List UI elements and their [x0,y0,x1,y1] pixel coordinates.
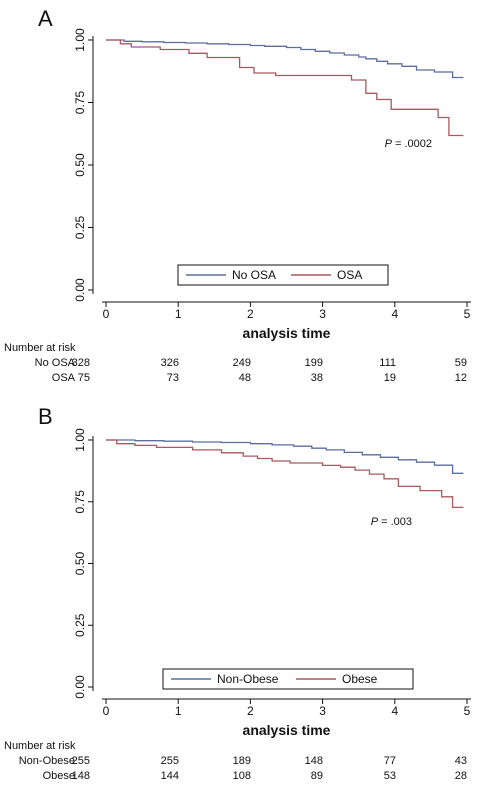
risk-count: 255 [161,755,179,767]
risk-count: 59 [455,357,467,369]
x-tick-label: 2 [247,307,254,321]
y-tick-label: 0.75 [73,490,87,514]
y-tick-label: 0.25 [73,215,87,239]
risk-table-title: Number at risk [4,342,76,354]
legend: No OSA OSA [177,264,389,286]
x-tick-label: 0 [103,704,110,718]
p-value-annotation: P = .003 [371,516,412,528]
risk-row-label: OSA [52,372,76,384]
risk-count: 148 [305,755,323,767]
risk-count: 77 [384,755,396,767]
risk-count: 111 [379,357,396,369]
x-axis-label: analysis time [243,722,331,738]
x-tick-label: 5 [464,704,471,718]
x-tick-label: 3 [319,307,326,321]
risk-count: 38 [311,372,323,384]
legend-box [177,264,389,286]
legend-label: Obese [342,672,378,686]
risk-count: 328 [72,357,90,369]
risk-count: 144 [161,770,179,782]
risk-count: 326 [161,357,179,369]
risk-count: 43 [455,755,467,767]
survival-curve-non-obese [106,439,464,474]
risk-count: 255 [72,755,90,767]
risk-count: 89 [311,770,323,782]
risk-count: 53 [384,770,396,782]
legend: Non-Obese Obese [162,668,414,690]
risk-count: 19 [384,372,396,384]
risk-row-label: Non-Obese [19,755,75,767]
p-value-annotation: P = .0002 [385,138,432,150]
risk-row-label: No OSA [35,357,76,369]
x-tick-label: 0 [103,307,110,321]
risk-count: 28 [455,770,467,782]
y-tick-label: 1.00 [73,428,87,452]
risk-count: 189 [233,755,251,767]
survival-curve-no-osa [106,39,464,79]
x-axis-label: analysis time [243,325,331,341]
x-tick-label: 4 [391,704,398,718]
risk-row-label: Obese [43,770,75,782]
risk-count: 199 [305,357,323,369]
risk-count: 75 [78,372,90,384]
legend-label: OSA [337,268,362,282]
x-tick-label: 1 [175,307,182,321]
risk-count: 73 [167,372,179,384]
y-tick-label: 0.25 [73,613,87,637]
legend-label: No OSA [232,268,276,282]
km-panel-b: B 0.00 0.25 0.50 0.75 1.00 0 1 2 3 4 5 analysis time… [4,404,471,782]
risk-count: 148 [72,770,90,782]
y-tick-label: 0.50 [73,551,87,575]
risk-count: 12 [455,372,467,384]
y-tick-label: 1.00 [73,28,87,52]
y-tick-label: 0.50 [73,153,87,177]
risk-count: 48 [239,372,251,384]
survival-curve-osa [106,39,464,137]
x-tick-label: 2 [247,704,254,718]
risk-table-title: Number at risk [4,740,76,752]
y-tick-label: 0.00 [73,675,87,699]
x-tick-label: 4 [391,307,398,321]
panel-letter: B [38,404,53,429]
risk-count: 249 [233,357,251,369]
legend-label: Non-Obese [217,672,279,686]
x-tick-label: 5 [464,307,471,321]
x-tick-label: 1 [175,704,182,718]
risk-count: 108 [233,770,251,782]
x-tick-label: 3 [319,704,326,718]
panel-letter: A [38,6,53,31]
survival-curve-obese [106,439,464,509]
y-tick-label: 0.75 [73,90,87,114]
y-tick-label: 0.00 [73,278,87,302]
legend-box [162,668,414,690]
